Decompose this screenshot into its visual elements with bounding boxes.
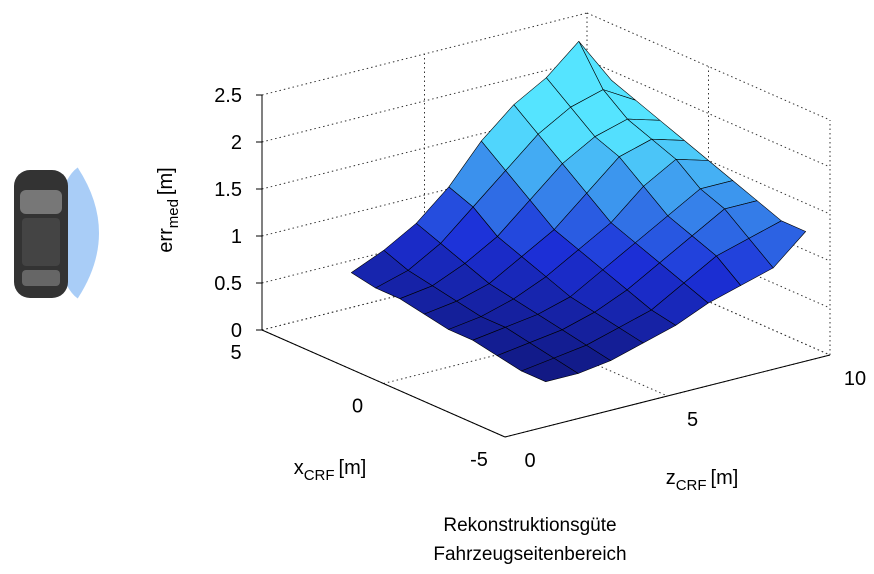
x-axis-label-sub: CRF [304,467,335,484]
grid-line [586,106,831,215]
x-tick-label: -5 [470,449,488,471]
caption-line: Fahrzeugseitenbereich [433,544,626,565]
grid-line [261,12,588,96]
car-icon [14,165,118,301]
z-tick-label: 2.5 [214,85,242,107]
z-tick-label: 1 [231,226,242,248]
grid-line [586,59,831,168]
y-tick-label: 0 [524,450,535,472]
z-axis-label-unit: [m] [155,167,177,195]
z-tick-label: 2 [231,132,242,154]
y-axis [504,354,831,438]
y-axis-label-main: z [666,467,676,489]
car-windshield [20,190,62,214]
surface-patch [521,357,579,383]
z-tick-label: 1.5 [214,179,242,201]
x-tick-label: 5 [230,342,241,364]
x-tick-label: 0 [352,396,363,418]
y-axis-label: zCRF [m] [666,467,739,494]
sensor-lens [78,168,99,298]
grid-line [586,200,831,309]
caption-line: Rekonstruktionsgüte [443,515,616,536]
x-axis-label: xCRF [m] [294,457,367,484]
z-axis-label: errmed [m] [155,167,182,252]
y-tick-label: 5 [687,409,698,431]
y-tick-label: 10 [844,368,866,390]
y-axis-label-unit: [m] [711,467,739,489]
grid-line [586,12,831,121]
grid-line [586,247,831,356]
z-axis-label-sub: med [165,199,182,228]
grid-line [424,288,668,397]
z-axis-label-main: err [155,228,177,253]
x-axis-label-main: x [294,457,304,479]
x-axis-label-unit: [m] [339,457,367,479]
z-tick-label: 0 [231,320,242,342]
car-rear-window [22,270,60,286]
z-tick-label: 0.5 [214,273,242,295]
grid-line [261,59,588,143]
car-roof [22,218,60,266]
x-axis [261,329,506,438]
y-axis-label-sub: CRF [676,477,707,494]
